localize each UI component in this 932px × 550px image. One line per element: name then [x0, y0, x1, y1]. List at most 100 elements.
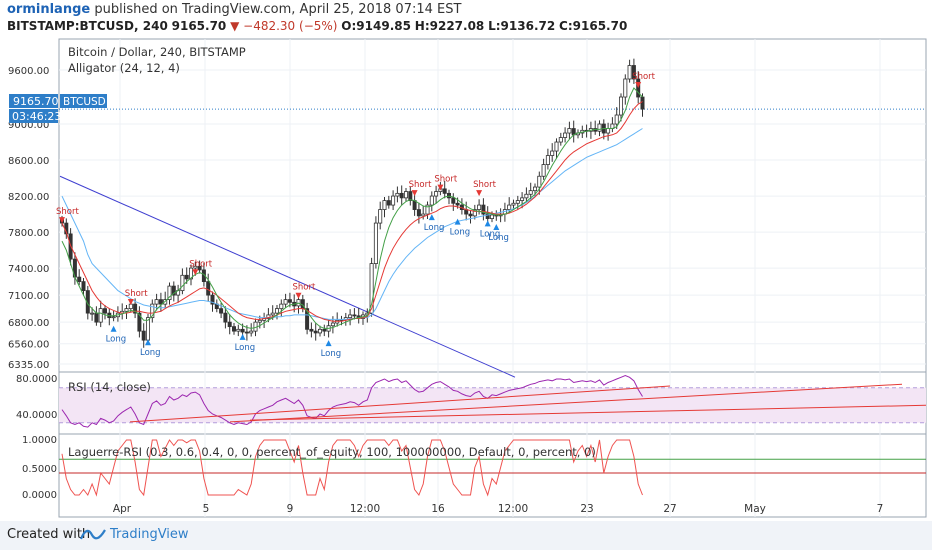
candle-body: [416, 209, 421, 217]
candle-body: [429, 195, 434, 206]
last-price: 9165.70: [171, 19, 227, 33]
candle-body: [442, 188, 447, 194]
price-axis: 9600.00 9000.00 8600.00 8200.00 7800.00 7400.…: [8, 66, 49, 371]
candle-body: [167, 285, 172, 301]
ohlc-line: BITSTAMP:BTCUSD, 240 9165.70 ▼ −482.30 (…: [7, 19, 627, 33]
candle-body: [619, 96, 624, 116]
alligator-lips-line: [61, 87, 643, 329]
candle-body: [412, 200, 417, 210]
signal-short-label: Short: [293, 283, 316, 293]
bar-countdown: 03:46:23: [12, 110, 61, 123]
chart-header: orminlange published on TradingView.com,…: [0, 0, 932, 36]
signal-long-label: Long: [480, 229, 501, 239]
open-value: O:9149.85: [341, 19, 411, 33]
signal-long-arrow: [325, 340, 332, 347]
candle-body: [184, 274, 189, 280]
time-tick-label: 12:00: [498, 503, 528, 515]
candle-body: [451, 197, 456, 204]
candle-body: [145, 317, 150, 341]
price-tick-label: 6560.00: [8, 340, 49, 351]
tradingview-logo[interactable]: TradingView: [80, 526, 189, 542]
candle-body: [481, 204, 486, 215]
candle-body: [623, 78, 628, 98]
candle-body: [171, 285, 176, 296]
author-link[interactable]: orminlange: [7, 2, 91, 17]
candle-body: [154, 299, 159, 305]
signal-long-arrow: [428, 214, 435, 221]
candle-body: [455, 202, 460, 206]
time-tick-label: 23: [580, 503, 593, 515]
candle-body: [597, 123, 602, 132]
candle-body: [133, 303, 138, 314]
rsi-tick: 80.0000: [16, 374, 57, 385]
candle-body: [81, 281, 86, 292]
signal-short-arrow: [476, 190, 483, 197]
signal-short-label: Short: [632, 72, 655, 82]
candle-body: [477, 204, 482, 210]
rsi-title[interactable]: RSI (14, close): [68, 380, 151, 394]
time-tick-label: Apr: [113, 503, 132, 515]
candle-body: [137, 312, 142, 332]
candle-body: [614, 114, 619, 125]
publish-info: published on TradingView.com, April 25, …: [94, 2, 462, 17]
time-tick-label: 12:00: [350, 503, 380, 515]
time-tick-label: 27: [663, 503, 676, 515]
candle-body: [545, 155, 550, 165]
candle-body: [90, 312, 95, 315]
signal-long-arrow: [239, 333, 246, 340]
time-tick-label: 5: [203, 503, 210, 515]
chart-canvas[interactable]: Short Long Short Long Short Long Short Long Shor…: [0, 36, 932, 521]
time-axis: Apr 5 9 12:00 16 12:00 23 27 May 7: [113, 503, 883, 515]
candle-body: [270, 312, 275, 316]
price-tag: 9165.70: [13, 95, 59, 108]
candle-body: [558, 137, 563, 143]
laguerre-tick: 1.0000: [22, 435, 57, 446]
trend-line: [59, 175, 516, 378]
candle-body: [283, 299, 288, 305]
laguerre-title[interactable]: Laguerre-RSI (0.3, 0.6, 0.4, 0, 0, perce…: [68, 445, 596, 459]
candle-body: [77, 276, 82, 283]
laguerre-line: [61, 439, 643, 497]
symbol-tag-bg: [60, 94, 107, 108]
time-tick-label: May: [744, 503, 766, 515]
rsi-trendline: [129, 385, 671, 423]
price-tag-bg: [9, 94, 58, 108]
candle-body: [219, 308, 224, 314]
laguerre-tick: 0.5000: [22, 464, 57, 475]
candle-body: [180, 274, 185, 292]
candle-body: [550, 150, 555, 156]
candle-body: [631, 65, 636, 80]
candle-body: [563, 132, 568, 138]
candle-body: [249, 330, 254, 334]
candle-body: [541, 164, 546, 177]
price-tick-label: 7800.00: [8, 228, 49, 239]
candle-body: [403, 191, 408, 199]
candle-body: [266, 314, 271, 319]
candle-body: [373, 222, 378, 264]
candle-body: [287, 299, 292, 303]
candle-body: [317, 328, 322, 334]
candle-body: [188, 267, 193, 280]
price-change: ▼ −482.30 (−5%): [230, 19, 338, 33]
candle-body: [103, 308, 108, 314]
candle-body: [227, 321, 232, 328]
candle-body: [197, 265, 202, 271]
signal-long-label: Long: [488, 233, 509, 243]
signal-long-label: Long: [450, 228, 471, 238]
signal-short-label: Short: [409, 180, 432, 190]
tradingview-brand: TradingView: [110, 526, 189, 542]
candle-body: [206, 281, 211, 296]
laguerre-pane: [59, 439, 926, 497]
candle-body: [524, 193, 529, 199]
candle-body: [520, 197, 525, 201]
signal-short-arrow: [411, 190, 418, 197]
candle-body: [533, 186, 538, 192]
signal-short-arrow: [127, 299, 134, 306]
candle-body: [485, 213, 490, 219]
signal-short-label: Short: [473, 180, 496, 190]
candle-body: [378, 209, 383, 224]
signal-short-arrow: [635, 82, 642, 89]
candle-body: [507, 204, 512, 210]
alligator-label[interactable]: Alligator (24, 12, 4): [68, 61, 180, 75]
rsi-tick: 40.0000: [16, 410, 57, 421]
